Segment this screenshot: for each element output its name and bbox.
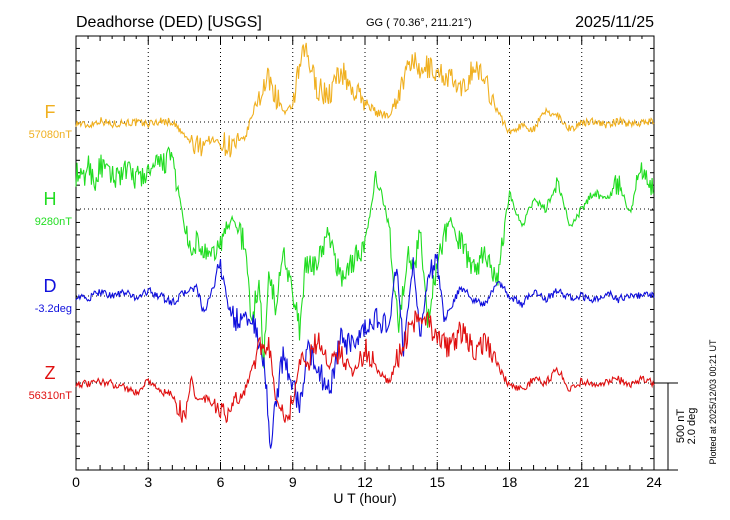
- series-name-h: H: [44, 189, 57, 209]
- series-line-f: [75, 42, 655, 158]
- scale-angle-label: 2.0 deg: [686, 408, 698, 445]
- date-label: 2025/11/25: [575, 14, 654, 31]
- series-baseline-h: 9280nT: [35, 216, 73, 228]
- series-name-z: Z: [45, 363, 56, 383]
- series-line-z: [75, 310, 655, 424]
- series-lines: [75, 42, 655, 449]
- x-tick-label: 3: [144, 474, 152, 490]
- x-tick-label: 15: [429, 474, 445, 490]
- coordinates-label: GG ( 70.36°, 211.21°): [366, 17, 472, 29]
- series-name-d: D: [44, 276, 57, 296]
- x-tick-label: 6: [217, 474, 225, 490]
- series-name-f: F: [45, 102, 56, 122]
- x-tick-label: 9: [289, 474, 297, 490]
- x-tick-labels: 0 3 6 9 12 15 18 21 24: [72, 474, 662, 490]
- scale-bar: 500 nT 2.0 deg: [654, 382, 698, 471]
- x-tick-label: 21: [574, 474, 590, 490]
- axis-ticks: [75, 35, 655, 470]
- x-axis-label: U T (hour): [333, 490, 396, 506]
- series-line-h: [75, 146, 655, 369]
- series-baseline-f: 57080nT: [29, 129, 73, 141]
- plotted-note: Plotted at 2025/12/03 00:21 UT: [708, 339, 718, 465]
- scale-field-label: 500 nT: [675, 409, 687, 444]
- x-tick-label: 18: [502, 474, 518, 490]
- series-baseline-d: -3.2deg: [35, 303, 72, 315]
- grid-lines: [76, 36, 654, 470]
- station-title: Deadhorse (DED) [USGS]: [76, 14, 262, 31]
- series-line-d: [75, 253, 655, 449]
- series-labels: F 57080nT H 9280nT D -3.2deg Z 56310nT: [29, 102, 73, 402]
- series-baseline-z: 56310nT: [29, 390, 73, 402]
- x-tick-label: 12: [357, 474, 373, 490]
- x-tick-label: 0: [72, 474, 80, 490]
- x-tick-label: 24: [646, 474, 662, 490]
